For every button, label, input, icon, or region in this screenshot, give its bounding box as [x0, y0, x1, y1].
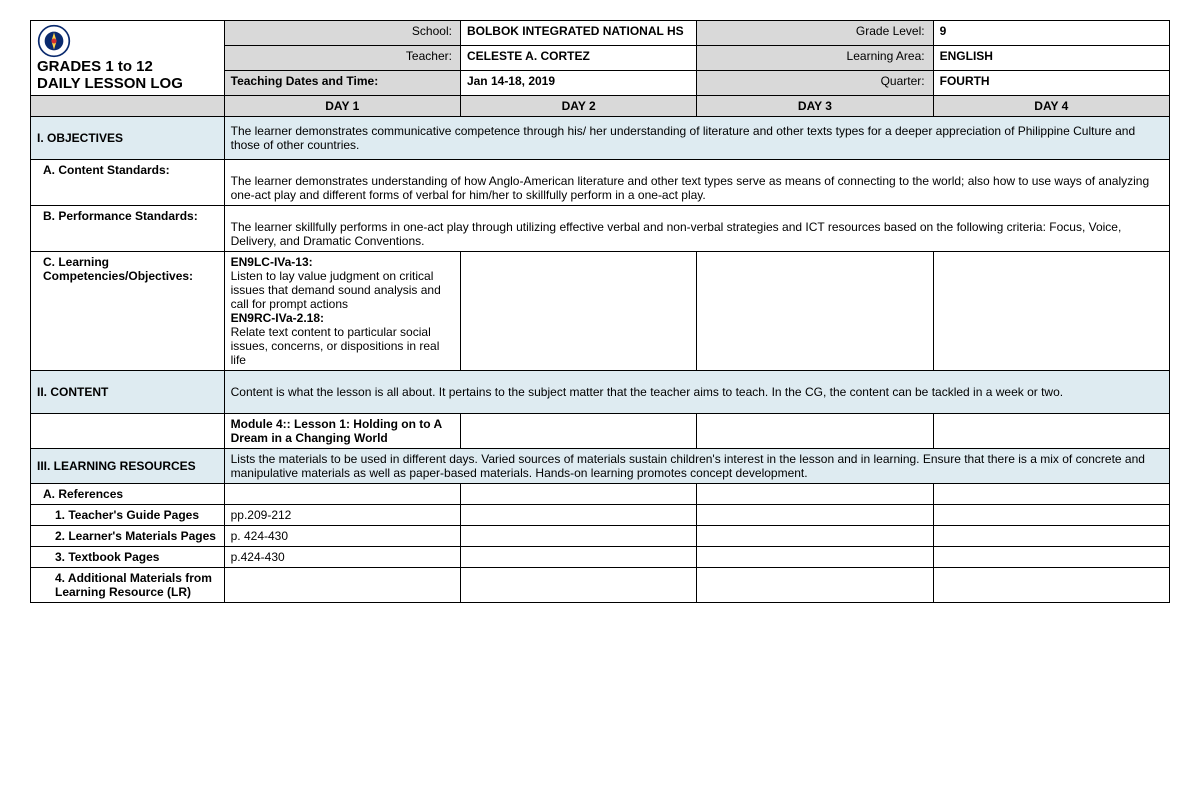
- content-standards-text: The learner demonstrates understanding o…: [224, 160, 1169, 206]
- textbook-label: 3. Textbook Pages: [31, 547, 225, 568]
- competencies-day1: EN9LC-IVa-13: Listen to lay value judgme…: [224, 252, 460, 371]
- section-resources-text: Lists the materials to be used in differ…: [224, 449, 1169, 484]
- performance-standards-text: The learner skillfully performs in one-a…: [224, 206, 1169, 252]
- additional-materials-day3: [697, 568, 933, 603]
- day4-header: DAY 4: [933, 96, 1169, 117]
- value-area: ENGLISH: [933, 46, 1169, 71]
- textbook-day4: [933, 547, 1169, 568]
- references-day3: [697, 484, 933, 505]
- performance-standards-label: B. Performance Standards:: [31, 206, 225, 252]
- learners-materials-label: 2. Learner's Materials Pages: [31, 526, 225, 547]
- day3-header: DAY 3: [697, 96, 933, 117]
- value-quarter: FOURTH: [933, 71, 1169, 96]
- textbook-day2: [460, 547, 696, 568]
- section-objectives-text: The learner demonstrates communicative c…: [224, 117, 1169, 160]
- additional-materials-day2: [460, 568, 696, 603]
- learners-materials-day2: [460, 526, 696, 547]
- section-content-label: II. CONTENT: [31, 371, 225, 414]
- textbook-day3: [697, 547, 933, 568]
- content-module-day1: Module 4:: Lesson 1: Holding on to A Dre…: [224, 414, 460, 449]
- title-line1: GRADES 1 to 12: [37, 58, 153, 75]
- logo-title-cell: GRADES 1 to 12 DAILY LESSON LOG: [31, 21, 225, 96]
- lesson-log-table: GRADES 1 to 12 DAILY LESSON LOG School: …: [30, 20, 1170, 603]
- competencies-day2: [460, 252, 696, 371]
- competencies-day4: [933, 252, 1169, 371]
- additional-materials-day1: [224, 568, 460, 603]
- day2-header: DAY 2: [460, 96, 696, 117]
- teachers-guide-day2: [460, 505, 696, 526]
- section-objectives-label: I. OBJECTIVES: [31, 117, 225, 160]
- references-label: A. References: [31, 484, 225, 505]
- references-day2: [460, 484, 696, 505]
- teachers-guide-label: 1. Teacher's Guide Pages: [31, 505, 225, 526]
- label-teacher: Teacher:: [224, 46, 460, 71]
- label-dates: Teaching Dates and Time:: [224, 71, 460, 96]
- value-grade: 9: [933, 21, 1169, 46]
- teachers-guide-day3: [697, 505, 933, 526]
- competencies-day3: [697, 252, 933, 371]
- title-line2: DAILY LESSON LOG: [37, 75, 183, 92]
- content-standards-label: A. Content Standards:: [31, 160, 225, 206]
- learners-materials-day3: [697, 526, 933, 547]
- label-school: School:: [224, 21, 460, 46]
- day-spacer: [31, 96, 225, 117]
- label-grade: Grade Level:: [697, 21, 933, 46]
- references-day1: [224, 484, 460, 505]
- comp-text-2: Relate text content to particular social…: [231, 325, 440, 367]
- comp-code-1: EN9LC-IVa-13:: [231, 255, 313, 269]
- learners-materials-day4: [933, 526, 1169, 547]
- day1-header: DAY 1: [224, 96, 460, 117]
- value-teacher: CELESTE A. CORTEZ: [460, 46, 696, 71]
- competencies-label: C. Learning Competencies/Objectives:: [31, 252, 225, 371]
- learners-materials-day1: p. 424-430: [224, 526, 460, 547]
- content-module-day3: [697, 414, 933, 449]
- deped-seal-icon: [37, 24, 71, 58]
- textbook-day1: p.424-430: [224, 547, 460, 568]
- label-quarter: Quarter:: [697, 71, 933, 96]
- content-module-day4: [933, 414, 1169, 449]
- value-dates: Jan 14-18, 2019: [460, 71, 696, 96]
- label-area: Learning Area:: [697, 46, 933, 71]
- additional-materials-day4: [933, 568, 1169, 603]
- comp-text-1: Listen to lay value judgment on critical…: [231, 269, 441, 311]
- references-day4: [933, 484, 1169, 505]
- section-content-text: Content is what the lesson is all about.…: [224, 371, 1169, 414]
- content-module-spacer: [31, 414, 225, 449]
- value-school: BOLBOK INTEGRATED NATIONAL HS: [460, 21, 696, 46]
- teachers-guide-day4: [933, 505, 1169, 526]
- additional-materials-label: 4. Additional Materials from Learning Re…: [31, 568, 225, 603]
- content-module-day2: [460, 414, 696, 449]
- section-resources-label: III. LEARNING RESOURCES: [31, 449, 225, 484]
- comp-code-2: EN9RC-IVa-2.18:: [231, 311, 324, 325]
- teachers-guide-day1: pp.209-212: [224, 505, 460, 526]
